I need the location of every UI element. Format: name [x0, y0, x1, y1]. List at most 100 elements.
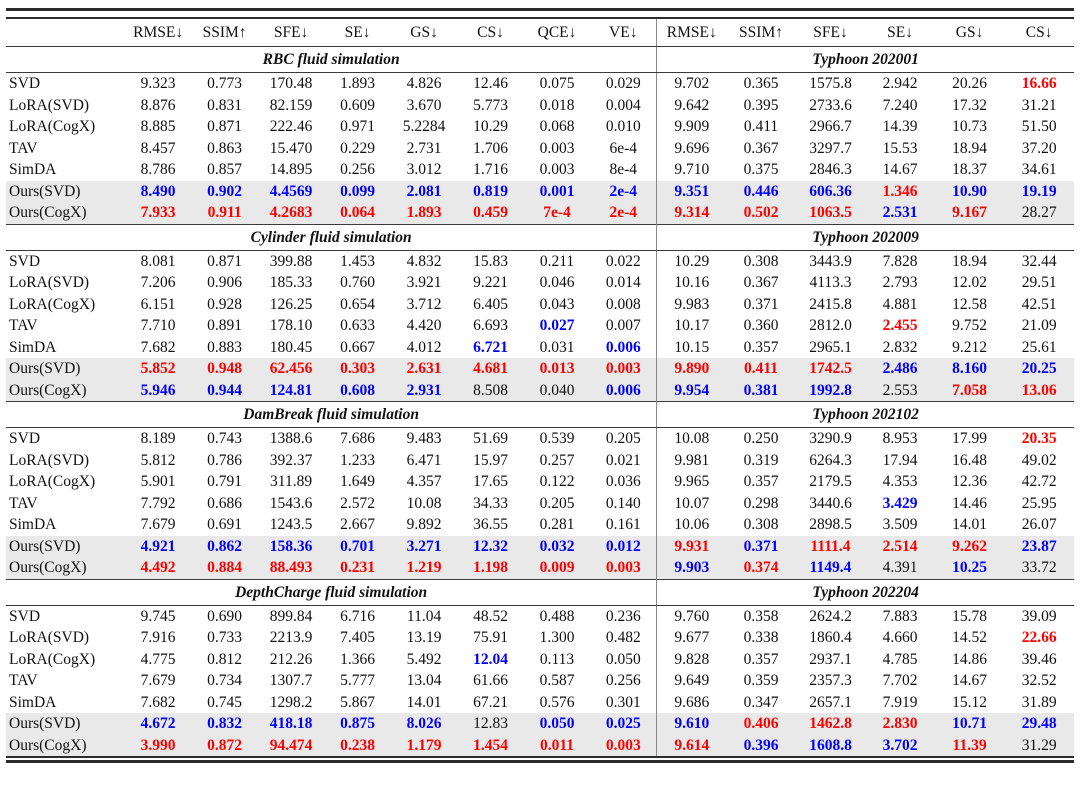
metric-cell: 2.830 [865, 713, 935, 735]
metric-cell: 10.29 [473, 118, 508, 135]
metric-cell: 0.308 [743, 516, 779, 533]
metric-cell: 14.52 [952, 629, 987, 646]
metric-cell: 5.773 [473, 96, 508, 114]
metric-cell: 8.160 [934, 358, 1005, 380]
metric-cell: 1608.8 [795, 734, 866, 756]
metric-cell: 4.672 [124, 713, 192, 735]
metric-cell: 12.32 [457, 535, 524, 557]
metric-cell: 0.365 [743, 75, 779, 92]
table-row: SVD 8.189 0.743 1388.6 7.686 9.483 51.69 0.539 0… [6, 427, 1074, 450]
metric-cell: 1.893 [390, 202, 458, 224]
metric-cell: 212.26 [269, 650, 313, 668]
metric-cell: 0.371 [726, 535, 796, 557]
metric-cell: 0.911 [191, 202, 258, 224]
metric-cell: 15.78 [952, 607, 987, 625]
metric-cell: 14.86 [952, 650, 987, 668]
table-top-rule-outer [6, 8, 1074, 11]
metric-cell: 0.743 [207, 430, 243, 447]
metric-cell: 6.716 [340, 607, 375, 625]
metric-cell: 9.828 [656, 648, 727, 670]
metric-cell: 0.863 [207, 139, 243, 157]
table-row: SimDA 8.786 0.857 14.895 0.256 3.012 1.716 0.00… [6, 159, 1074, 181]
metric-cell: 0.357 [743, 338, 779, 356]
method-label: SimDA [9, 338, 57, 356]
metric-cell: 10.15 [656, 336, 727, 358]
metric-cell: 4.353 [882, 473, 918, 490]
metric-cell: 4.832 [406, 252, 442, 270]
method-label: SVD [9, 252, 41, 270]
metric-cell: 5.2284 [402, 118, 446, 135]
metric-cell: 9.649 [656, 670, 727, 692]
metric-cell: 0.502 [726, 202, 796, 224]
metric-cell: 28.27 [1004, 202, 1074, 224]
metric-cell: 0.539 [539, 430, 575, 447]
metric-cell: 26.07 [1021, 516, 1057, 533]
metric-cell: 0.008 [605, 295, 641, 313]
method-label: LoRA(CogX) [9, 650, 96, 668]
metric-cell: 8.026 [390, 713, 458, 735]
metric-cell: 1860.4 [809, 629, 852, 646]
metric-cell: 51.50 [1021, 118, 1057, 135]
metric-cell: 14.46 [952, 494, 987, 512]
metric-cell: 4.391 [865, 557, 935, 579]
table-row: LoRA(SVD) 8.876 0.831 82.159 0.609 3.670 5.773… [6, 94, 1074, 116]
metric-cell: 7.206 [140, 274, 176, 291]
metric-cell: 31.21 [1021, 96, 1057, 114]
metric-cell: 0.301 [605, 693, 641, 711]
metric-cell: 0.161 [605, 516, 641, 533]
method-label: LoRA(SVD) [9, 451, 90, 469]
column-header: CS↓ [457, 19, 524, 47]
table-row: Ours(CogX) 7.933 0.911 4.2683 0.064 1.893 0.45… [6, 202, 1074, 224]
metric-cell: 0.760 [340, 274, 375, 291]
metric-cell: 7.682 [140, 338, 176, 356]
metric-cell: 1.346 [865, 180, 935, 202]
column-header: SFE↓ [257, 19, 325, 47]
metric-cell: 2.931 [390, 379, 458, 402]
metric-cell: 0.791 [207, 473, 243, 490]
metric-cell: 11.04 [406, 607, 442, 625]
metric-cell: 311.89 [270, 473, 313, 490]
metrics-results-table: RMSE↓ SSIM↑ SFE↓ SE↓ GS↓ CS↓ QCE↓ VE↓ RMSE↓ SSIM↑… [6, 19, 1074, 756]
table-row: LoRA(CogX) 4.775 0.812 212.26 1.366 5.492 12.0… [6, 648, 1074, 670]
metric-cell: 0.587 [539, 672, 575, 689]
metric-cell: 0.831 [207, 96, 243, 114]
metric-cell: 7.828 [882, 252, 918, 270]
metric-cell: 51.69 [473, 430, 508, 447]
metric-cell: 2.572 [340, 494, 375, 512]
metric-cell: 0.036 [605, 473, 641, 490]
table-row: Ours(SVD) 4.921 0.862 158.36 0.701 3.271 12.32… [6, 535, 1074, 557]
metric-cell: 0.446 [726, 180, 796, 202]
metric-cell: 39.46 [1021, 650, 1057, 668]
metric-cell: 0.250 [743, 430, 779, 447]
metric-cell: 16.48 [952, 451, 987, 469]
metric-cell: 0.367 [743, 139, 779, 157]
section-title-left: DepthCharge fluid simulation [6, 578, 657, 606]
metric-cell: 0.734 [207, 672, 243, 689]
table-row: SVD 9.745 0.690 899.84 6.716 11.04 48.52 0.488 0… [6, 605, 1074, 627]
metric-cell: 10.06 [656, 514, 727, 536]
metric-cell: 0.871 [207, 252, 243, 270]
table-bottom-rule-outer [6, 760, 1074, 763]
metric-cell: 29.48 [1004, 713, 1074, 735]
metric-cell: 0.099 [324, 180, 391, 202]
metric-cell: 0.003 [590, 734, 657, 756]
table-row: Ours(SVD) 4.672 0.832 418.18 0.875 8.026 12.83… [6, 713, 1074, 735]
metric-cell: 9.702 [656, 72, 727, 95]
metric-cell: 0.745 [207, 693, 243, 711]
metric-cell: 1.219 [390, 557, 458, 579]
table-row: LoRA(CogX) 5.901 0.791 311.89 1.649 4.357 17.6… [6, 471, 1074, 493]
metric-cell: 48.52 [473, 607, 508, 625]
table-row: LoRA(CogX) 6.151 0.928 126.25 0.654 3.712 6.40… [6, 293, 1074, 315]
metric-cell: 0.488 [539, 607, 575, 625]
metric-cell: 14.01 [952, 516, 987, 533]
metric-cell: 9.314 [656, 202, 727, 224]
metric-cell: 25.61 [1021, 338, 1057, 356]
metric-cell: 2.667 [340, 516, 375, 533]
column-header: RMSE↓ [124, 19, 192, 47]
section-title-right: Typhoon 202204 [656, 578, 1074, 606]
metric-cell: 4.921 [124, 535, 192, 557]
metric-cell: 19.19 [1004, 180, 1074, 202]
metric-cell: 7.916 [140, 629, 176, 646]
metric-cell: 0.031 [539, 338, 575, 356]
metric-cell: 2846.3 [809, 161, 852, 178]
